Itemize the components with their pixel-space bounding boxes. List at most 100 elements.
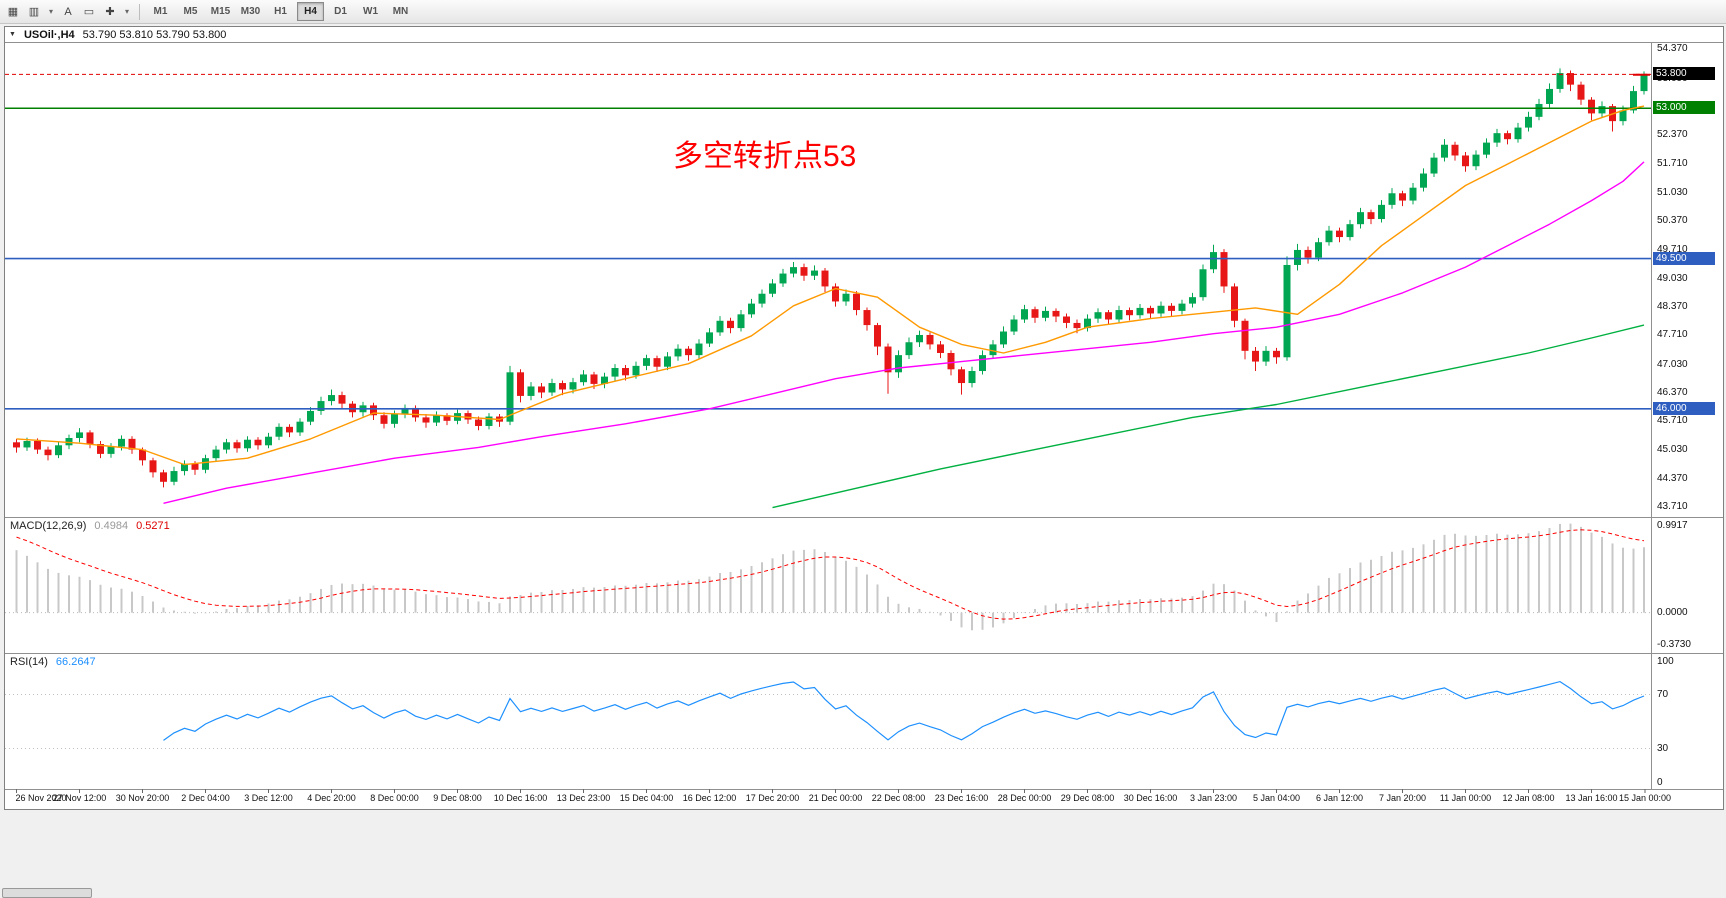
- candle-body: [989, 344, 997, 356]
- minimized-window[interactable]: [2, 888, 92, 898]
- candle-body: [1325, 230, 1333, 243]
- rsi-name: RSI(14): [10, 656, 48, 668]
- candle-body: [338, 395, 346, 404]
- time-axis-label: 27 Nov 12:00: [52, 793, 107, 803]
- candle-body: [317, 401, 325, 411]
- candle-body: [1409, 187, 1417, 201]
- price-axis-label: 49.710: [1657, 243, 1688, 255]
- candle-body: [1189, 297, 1196, 304]
- price-axis-label: 46.370: [1657, 386, 1688, 398]
- candle-body: [107, 446, 115, 454]
- timeframe-m15-button[interactable]: M15: [210, 6, 231, 17]
- candle-body: [1210, 252, 1217, 270]
- candle-body: [1168, 305, 1175, 311]
- candle-body: [779, 273, 787, 284]
- candle-body: [716, 320, 724, 333]
- candle-body: [517, 372, 524, 396]
- time-axis-label: 26 Nov 2020: [15, 793, 67, 803]
- candle-body: [811, 270, 818, 276]
- candle-body: [1357, 212, 1364, 225]
- price-axis-label: 48.370: [1657, 301, 1688, 313]
- price-badge: 46.000: [1653, 401, 1715, 415]
- candle-body: [55, 445, 62, 456]
- candle-body: [947, 352, 955, 370]
- candle-body: [1619, 110, 1627, 122]
- timeframe-mn-button[interactable]: MN: [392, 6, 409, 17]
- candle-body: [1430, 157, 1438, 174]
- candle-body: [1262, 350, 1270, 362]
- candle-body: [569, 382, 577, 390]
- price-badge: 53.000: [1653, 101, 1715, 115]
- candle-body: [1084, 318, 1091, 329]
- time-axis-label: 9 Dec 08:00: [433, 793, 482, 803]
- candle-body: [685, 348, 692, 356]
- timeframe-h1-button[interactable]: H1: [274, 6, 287, 17]
- rsi-axis-label: 30: [1657, 742, 1669, 754]
- timeframe-w1-button[interactable]: W1: [363, 6, 378, 17]
- candle-body: [653, 358, 661, 367]
- rectangle-tool-button[interactable]: ▭: [83, 6, 95, 18]
- ma-fast-line: [16, 105, 1645, 466]
- candle-body: [727, 320, 734, 329]
- candle-body: [895, 355, 902, 373]
- macd-axis-label: -0.3730: [1657, 639, 1691, 651]
- macd-value-main: 0.4984: [94, 520, 129, 532]
- candle-body: [13, 442, 20, 448]
- candle-body: [832, 286, 839, 302]
- chart-canvas[interactable]: [5, 27, 1723, 808]
- chart-type-icon[interactable]: ▥: [28, 6, 40, 18]
- candle-body: [748, 303, 755, 315]
- toolbar: ▦ ▥ ▾ A ▭ ✚ ▾ M1 M5 M15 M30 H1 H4 D1 W1 …: [0, 0, 1726, 24]
- timeframe-m1-button[interactable]: M1: [153, 6, 168, 17]
- candle-body: [874, 325, 881, 347]
- time-axis-label: 13 Jan 16:00: [1565, 793, 1618, 803]
- tick-chart-icon[interactable]: ▦: [7, 6, 19, 18]
- candle-body: [1294, 249, 1301, 265]
- candle-body: [181, 463, 188, 472]
- time-axis-label: 7 Jan 20:00: [1378, 793, 1427, 803]
- candle-body: [1283, 264, 1291, 358]
- time-axis-label: 30 Nov 20:00: [115, 793, 170, 803]
- time-axis-label: 15 Jan 00:00: [1618, 793, 1672, 803]
- candle-body: [1640, 73, 1648, 92]
- macd-axis-label: 0.0000: [1657, 606, 1688, 618]
- candle-body: [1388, 193, 1396, 205]
- candle-body: [863, 310, 871, 326]
- candle-body: [559, 383, 566, 390]
- price-axis-label: 52.370: [1657, 129, 1688, 141]
- crosshair-button[interactable]: ✚: [105, 6, 115, 18]
- time-axis-label: 23 Dec 16:00: [934, 793, 989, 803]
- candle-body: [1451, 144, 1459, 156]
- candle-body: [1462, 155, 1469, 167]
- candle-body: [1378, 204, 1385, 220]
- candle-body: [233, 442, 241, 449]
- timeframe-d1-button[interactable]: D1: [334, 6, 347, 17]
- timeframe-m5-button[interactable]: M5: [183, 6, 198, 17]
- rsi-value: 66.2647: [55, 656, 96, 668]
- candle-body: [1252, 350, 1259, 362]
- candle-body: [118, 438, 125, 447]
- chevron-down-icon[interactable]: ▾: [124, 7, 129, 16]
- collapse-arrow-icon[interactable]: ▼: [9, 31, 16, 38]
- candle-body: [1073, 322, 1081, 329]
- text-label-button[interactable]: A: [64, 5, 72, 18]
- candle-body: [926, 334, 934, 345]
- candle-body: [1052, 310, 1060, 317]
- candle-body: [1304, 249, 1312, 258]
- candle-body: [1105, 312, 1112, 320]
- timeframe-m30-button[interactable]: M30: [240, 6, 261, 17]
- candle-body: [76, 432, 83, 438]
- candle-body: [65, 438, 73, 446]
- candle-body: [464, 413, 472, 420]
- candle-body: [1136, 307, 1144, 316]
- candle-body: [632, 365, 640, 376]
- candle-body: [1273, 350, 1280, 358]
- chevron-down-icon[interactable]: ▾: [48, 7, 53, 16]
- candle-body: [1336, 230, 1343, 238]
- time-axis-label: 12 Jan 08:00: [1502, 793, 1555, 803]
- candle-body: [412, 407, 419, 418]
- price-axis-label: 44.370: [1657, 472, 1688, 484]
- candle-body: [527, 386, 535, 396]
- timeframe-h4-button[interactable]: H4: [297, 2, 324, 21]
